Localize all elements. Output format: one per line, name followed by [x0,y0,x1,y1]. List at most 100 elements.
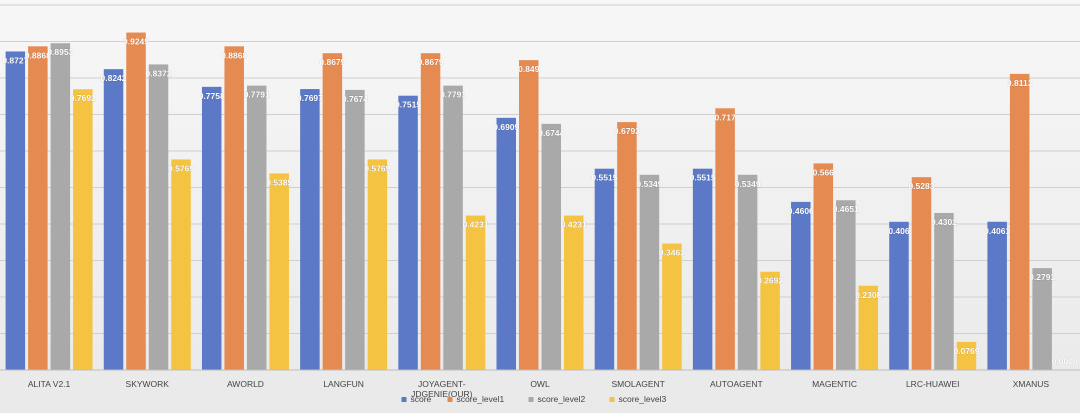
bar-score-level3 [564,215,584,370]
bar-score-level1 [715,108,735,371]
legend-item-score[interactable]: score [401,394,432,404]
bar-score-level1 [28,46,48,371]
x-axis: ALITA V2.1 SKYWORK AWORLD LANGFUN JOYAGENT-J… [0,369,1080,399]
data-label: 0.8953 [47,47,73,57]
data-label: 0.8679 [418,57,444,67]
x-tick-label: SKYWORK [126,379,170,389]
data-label: 0.2791 [1029,272,1055,282]
bar-score-level3 [269,173,289,370]
data-label: 0.849 [518,64,540,74]
legend[interactable]: score score_level1 score_level2 score_level… [401,394,667,404]
legend-swatch [528,397,534,402]
data-label: 0.8679 [319,57,345,67]
bar-score [791,201,811,370]
data-label: 0.8868 [25,50,51,60]
data-label: 0.566 [813,167,835,177]
bar-score-level2 [148,64,169,370]
data-label: 0.7697 [297,93,323,103]
bar-score-level3 [171,159,191,370]
legend-swatch [447,397,453,402]
bar-score-level2 [737,174,758,370]
x-tick-label: MAGENTIC [812,379,857,389]
bar-score-level1 [617,122,637,370]
bar-score [103,69,124,371]
bar-score-level2 [1032,268,1052,370]
data-label: 0.6909 [493,122,519,132]
data-label: 0.7674 [342,94,368,104]
x-tick-label: LRC-HUAWEI [906,379,960,389]
data-label: 0.7791 [244,90,270,100]
data-label: 0.4231 [463,220,489,230]
legend-item-score-level2[interactable]: score_level2 [528,394,586,404]
legend-label: score_level3 [619,394,667,404]
bars [5,32,1052,371]
bar-score-level2 [836,200,856,370]
bar-score-level1 [1009,73,1030,371]
bar-score [300,89,320,370]
legend-label: score_level1 [457,394,505,404]
bar-score-level2 [345,89,365,371]
bar-score-level1 [126,32,146,371]
bar-score-level3 [956,341,977,370]
data-label: 0.2308 [855,290,881,300]
x-tick-label: SMOLAGENT [611,379,664,389]
bar-score [889,221,909,370]
legend-label: score_level2 [538,394,586,404]
data-label: 0.4231 [561,220,587,230]
data-label: 0.4606 [788,206,814,216]
legend-swatch [401,397,407,402]
data-label: 0.5515 [690,173,716,183]
data-label: 0.8372 [146,68,172,78]
x-tick-label: JDGENIE(OUR) [411,389,473,399]
bar-score-level2 [639,174,660,370]
data-label: 0.4302 [931,217,957,227]
data-label: 0.5515 [591,173,617,183]
data-label: 0.3462 [659,248,685,258]
x-tick-label: XMANUS [1013,379,1050,389]
data-label: 0.4061 [984,226,1010,236]
data-label: 0.717 [714,112,736,122]
bar-score-level1 [813,163,834,370]
data-label: 0.7515 [395,100,421,110]
bar-score [692,168,713,370]
data-label: 0.5349 [735,179,761,189]
bar-score-level3 [367,159,388,370]
data-label: 0.5769 [168,163,194,173]
data-label: 0.9245 [123,37,149,47]
bar-score [594,168,615,370]
x-tick-label: AUTOAGENT [710,379,763,389]
bar-score-level1 [911,177,932,370]
legend-item-score-level3[interactable]: score_level3 [609,394,667,404]
bar-score-level2 [50,43,71,370]
bar-score-level1 [519,60,539,371]
bar-score-level1 [224,46,244,371]
x-tick-label: AWORLD [227,379,264,389]
data-label: 0.5385 [266,177,292,187]
legend-label: score [411,394,432,404]
bar-score-level1 [420,53,441,371]
bar-score-level3 [465,215,486,370]
data-label: 0.0769 [953,346,979,356]
data-label: 0.8242 [101,73,127,83]
data-label: 0.7692 [70,93,96,103]
data-label: 0.8113 [1007,78,1033,88]
data-label: 0.4651 [833,204,859,214]
data-label: 0.5349 [636,179,662,189]
data-label: 0.0000 [1052,356,1078,366]
legend-item-score-level1[interactable]: score_level1 [447,394,505,404]
data-label: 0.5283 [908,181,934,191]
bar-score-level2 [934,212,954,370]
data-label: 0.2692 [757,276,783,286]
data-label: 0.406 [888,226,910,236]
bar-score [398,95,418,370]
bar-score-level3 [760,271,780,370]
data-labels: 0.87270.88680.89530.76920.82420.92450.83… [2,36,1078,366]
data-label: 0.7758 [199,91,225,101]
bar-score-level3 [662,243,682,370]
bar-score-level3 [73,89,93,370]
bar-score [496,117,516,370]
legend-swatch [609,397,615,402]
data-label: 0.7791 [440,90,466,100]
